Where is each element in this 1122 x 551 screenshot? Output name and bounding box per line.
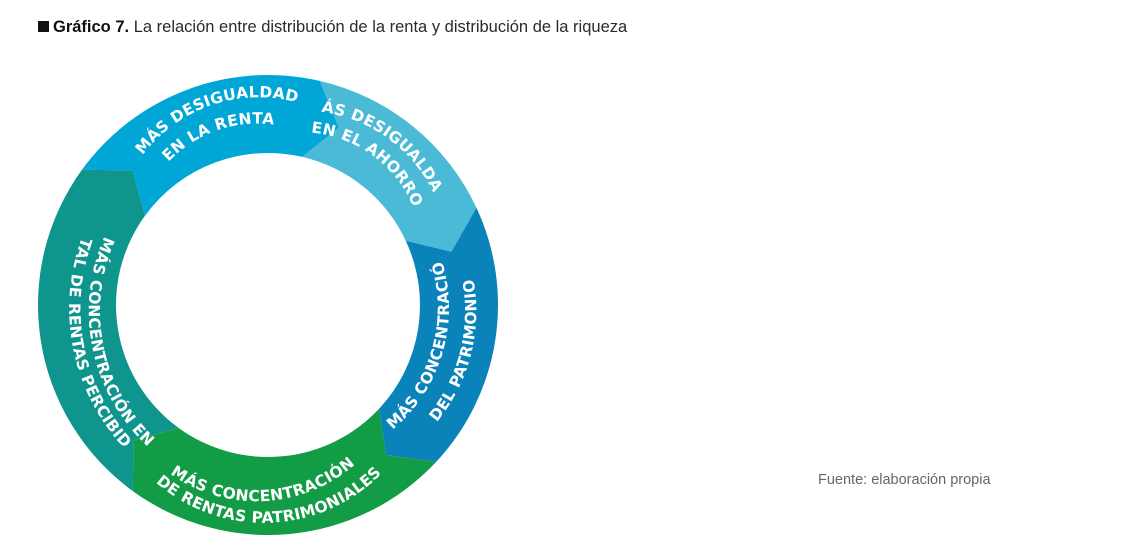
figure-caption: La relación entre distribución de la ren… (133, 18, 628, 36)
ring-segment-5 (38, 169, 179, 492)
ring-segment-3 (379, 207, 498, 462)
ring-segment-4 (132, 408, 437, 535)
figure-title: Gráfico 7. La relación entre distribució… (38, 18, 627, 37)
figure-number: Gráfico 7. (53, 18, 130, 36)
title-bullet-square (38, 21, 49, 32)
ring-segment-2 (302, 80, 477, 252)
source-note: Fuente: elaboración propia (818, 472, 991, 488)
ring-segment-1 (81, 74, 339, 216)
